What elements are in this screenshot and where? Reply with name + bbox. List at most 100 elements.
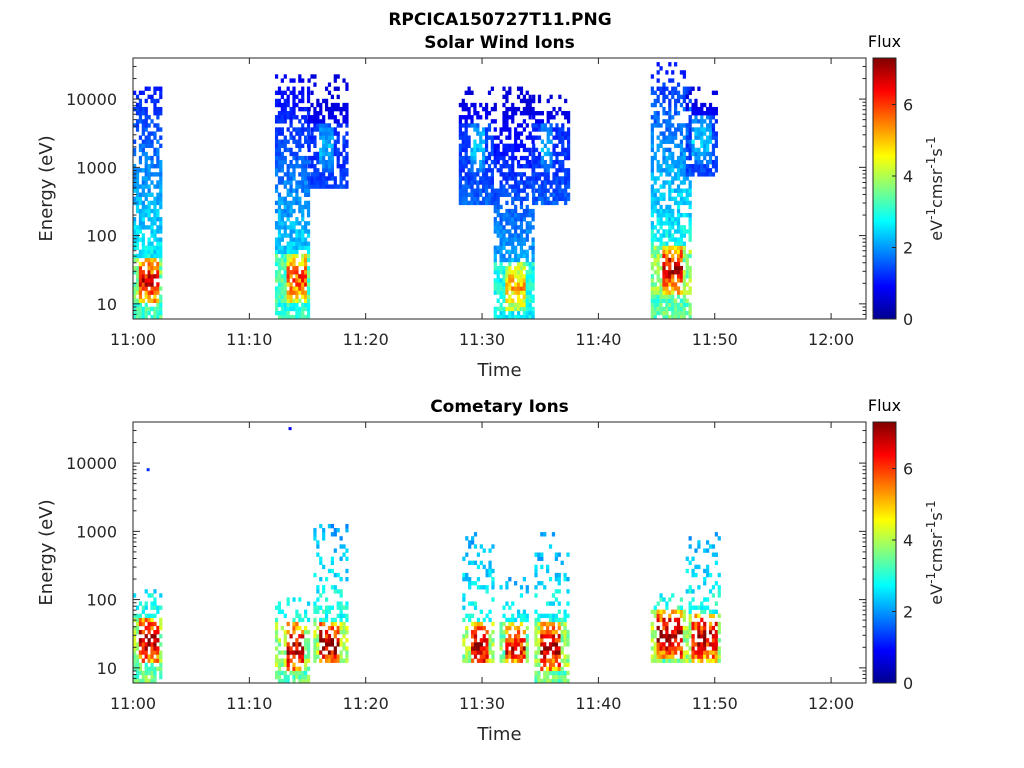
heatmap-cell: [345, 143, 349, 149]
heatmap-cell: [313, 127, 317, 132]
heatmap-cell: [470, 646, 475, 651]
heatmap-cell: [316, 115, 320, 120]
y-tick-label: 10000: [66, 454, 117, 473]
isolated-point: [146, 468, 150, 472]
heatmap-cell: [482, 625, 486, 631]
heatmap-cell: [298, 666, 302, 672]
heatmap-cell: [283, 196, 287, 202]
heatmap-cell: [502, 212, 506, 218]
heatmap-cell: [330, 625, 334, 631]
heatmap-cell: [514, 229, 518, 234]
heatmap-cell: [298, 74, 302, 79]
heatmap-cell: [499, 625, 503, 631]
heatmap-cell: [499, 245, 503, 250]
heatmap-cell: [543, 188, 547, 193]
heatmap-cell: [133, 290, 137, 295]
heatmap-cell: [650, 237, 654, 242]
heatmap-cell: [676, 188, 681, 193]
heatmap-cell: [516, 294, 521, 299]
heatmap-cell: [301, 159, 305, 165]
heatmap-cell: [345, 548, 349, 553]
heatmap-cell: [525, 270, 529, 275]
heatmap-cell: [525, 90, 529, 96]
heatmap-cell: [653, 115, 657, 120]
heatmap-cell: [668, 249, 672, 255]
heatmap-cell: [557, 646, 561, 651]
heatmap-cell: [665, 127, 669, 132]
heatmap-cell: [280, 650, 284, 655]
heatmap-cell: [304, 662, 308, 667]
heatmap-cell: [327, 159, 332, 165]
heatmap-cell: [499, 184, 503, 189]
heatmap-cell: [470, 102, 474, 108]
heatmap-cell: [319, 106, 323, 112]
heatmap-cell: [283, 200, 287, 206]
heatmap-cell: [546, 674, 550, 680]
heatmap-cell: [665, 217, 669, 222]
heatmap-cell: [304, 225, 308, 230]
heatmap-cell: [322, 127, 326, 132]
heatmap-cell: [156, 638, 160, 643]
heatmap-cell: [546, 172, 550, 177]
heatmap-cell: [668, 192, 672, 197]
heatmap-cell: [295, 164, 299, 169]
heatmap-cell: [703, 111, 707, 116]
heatmap-cell: [548, 646, 553, 651]
heatmap-cell: [555, 192, 559, 197]
heatmap-cell: [543, 621, 547, 627]
heatmap-cell: [676, 278, 681, 283]
heatmap-cell: [138, 617, 143, 623]
heatmap-cell: [659, 597, 663, 602]
heatmap-cell: [555, 123, 559, 128]
heatmap-cell: [674, 286, 678, 291]
heatmap-cell: [671, 196, 675, 202]
heatmap-cell: [289, 314, 293, 320]
heatmap-cell: [306, 127, 311, 132]
heatmap-cell: [339, 617, 343, 623]
heatmap-cell: [650, 90, 654, 96]
heatmap-cell: [159, 286, 163, 291]
heatmap-cell: [528, 115, 532, 120]
heatmap-cell: [467, 106, 471, 112]
heatmap-cell: [508, 576, 512, 582]
heatmap-cell: [711, 115, 716, 120]
heatmap-cell: [473, 111, 477, 116]
heatmap-cell: [135, 662, 140, 667]
heatmap-cell: [330, 560, 334, 566]
heatmap-cell: [322, 139, 326, 144]
heatmap-cell: [298, 617, 302, 623]
heatmap-cell: [508, 642, 512, 647]
heatmap-cell: [688, 135, 692, 140]
heatmap-cell: [688, 98, 692, 104]
heatmap-cell: [336, 106, 340, 112]
heatmap-cell: [558, 184, 562, 189]
heatmap-cell: [295, 265, 299, 271]
heatmap-cell: [339, 180, 343, 185]
heatmap-cell: [650, 249, 654, 255]
heatmap-cell: [540, 581, 544, 586]
heatmap-cell: [289, 119, 293, 124]
heatmap-cell: [662, 286, 666, 291]
heatmap-cell: [307, 143, 311, 149]
heatmap-cell: [479, 544, 483, 549]
heatmap-cell: [133, 147, 137, 153]
heatmap-cell: [345, 638, 349, 643]
heatmap-cell: [493, 164, 497, 169]
heatmap-cell: [653, 654, 657, 659]
heatmap-cell: [555, 172, 559, 177]
heatmap-cell: [674, 237, 678, 242]
heatmap-cell: [671, 123, 675, 128]
heatmap-cell: [292, 200, 296, 206]
heatmap-cell: [330, 523, 334, 529]
heatmap-cell: [676, 286, 681, 291]
heatmap-cell: [141, 204, 145, 210]
heatmap-cell: [277, 310, 282, 316]
heatmap-cell: [653, 650, 657, 655]
heatmap-cell: [479, 180, 483, 185]
heatmap-cell: [147, 654, 151, 659]
heatmap-cell: [511, 249, 515, 255]
heatmap-cell: [668, 147, 672, 153]
heatmap-cell: [496, 208, 500, 214]
heatmap-cell: [564, 115, 568, 120]
heatmap-cell: [706, 168, 710, 173]
